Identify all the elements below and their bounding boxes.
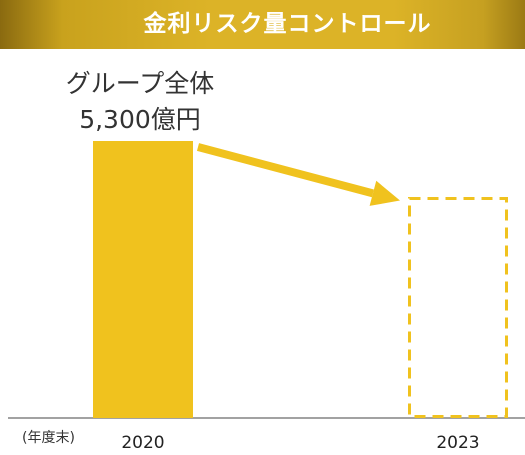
x-tick-2023: 2023	[436, 433, 479, 453]
x-tick-2020: 2020	[121, 433, 164, 453]
bar-2023-target	[408, 196, 508, 418]
annotation-label: グループ全体	[65, 69, 215, 98]
reduction-arrow	[196, 143, 374, 198]
chart-title: 金利リスク量コントロール	[143, 11, 432, 37]
title-bar	[0, 0, 525, 49]
x-axis-unit-label: (年度末)	[22, 430, 75, 446]
reduction-arrow-head	[369, 180, 400, 206]
bar-2020	[93, 141, 193, 418]
annotation-value: 5,300億円	[79, 105, 201, 134]
